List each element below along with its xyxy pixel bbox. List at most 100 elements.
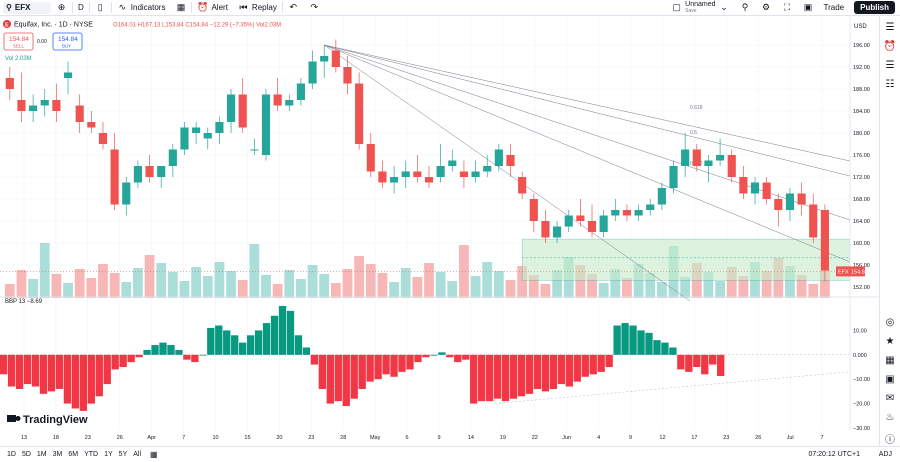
ideas-icon[interactable]: ★ [885,336,895,347]
price-tick-label: 180.00 [853,131,870,137]
volume-bar [459,245,469,298]
buy-label: BUY [62,44,71,49]
snapshot-button[interactable]: ▣ [798,0,819,16]
bbp-trend-line [494,371,851,404]
volume-bar [202,276,213,298]
range-button[interactable]: 1D [7,451,16,458]
volume-bar [470,276,481,298]
volume-bar [307,265,318,298]
symbol-legend[interactable]: E Equifax, Inc. · 1D · NYSE O164.01 H167… [3,20,281,29]
range-button[interactable]: 5Y [118,451,128,458]
bbp-bar [31,354,40,387]
bbp-bar [470,354,478,404]
redo-button[interactable]: ↷ [304,0,325,16]
compare-button[interactable]: ⊕ [51,0,72,16]
bbp-bar [358,354,366,389]
candle-body [203,133,212,139]
indicators-button[interactable]: ∿ Indicators [112,0,171,16]
candle-body [145,166,154,177]
alarm-clock-icon[interactable]: ⏰ [883,41,897,52]
publish-button[interactable]: Publish [854,1,895,14]
trade-button[interactable]: Trade [819,0,850,16]
range-button[interactable]: All [133,451,142,458]
sell-button[interactable]: 154.84 SELL [3,32,34,51]
symbol-logo-letter: E [5,23,9,29]
calendar-range-icon[interactable]: ▦ [150,450,158,459]
bbp-bar [717,354,725,377]
news-icon[interactable]: ▣ [885,374,895,385]
bbp-bar [390,354,398,377]
bbp-bar [254,330,263,355]
chart-data-icon[interactable]: ☷ [885,79,895,90]
candle-body [553,226,562,238]
candle-body [355,83,364,144]
camera-icon: ▣ [803,2,813,12]
help-icon[interactable]: ⓘ [885,435,895,446]
chat-icon[interactable]: ✉ [885,393,895,404]
volume-bar [237,280,248,298]
range-button[interactable]: 1Y [104,451,113,458]
logo-text: TradingView [23,414,88,426]
bbp-bar [669,347,677,355]
candle-body [366,144,375,172]
candle-body [52,100,61,111]
tradingview-logo: TradingView [7,414,88,426]
candle-body [518,177,527,194]
layout-name: Unnamed Save [685,1,715,15]
range-button[interactable]: 1M [36,451,47,458]
alert-button[interactable]: ⏰ Alert [192,0,232,16]
quick-search-button[interactable]: ⚲ [735,0,756,16]
bbp-bar [430,354,438,356]
bbp-bar [454,354,462,363]
price-tick-label: 168.00 [853,197,870,203]
candle-body [87,122,96,128]
layers-icon[interactable]: ☰ [885,60,895,71]
candle-body [343,67,352,84]
price-tick-label: 164.00 [853,219,870,225]
indicators-icon: ∿ [118,2,127,12]
watchlist-icon[interactable]: ☰ [885,22,895,33]
volume-bar [424,263,434,298]
range-button[interactable]: YTD [84,451,99,458]
bbp-bar [677,354,685,370]
candles-icon: ▯ [97,2,103,12]
bbp-bar [159,342,167,355]
candle-body [285,100,294,106]
undo-button[interactable]: ↶ [283,0,304,16]
symbol-search[interactable]: ⚲ EFX [3,1,51,14]
candle-body [226,94,236,122]
calendar-icon[interactable]: ▦ [885,355,895,366]
fullscreen-button[interactable]: ⛶ [777,0,798,16]
bbp-bar [645,332,653,355]
bell-icon[interactable]: ♨ [885,412,895,423]
adj-toggle[interactable]: ADJ [878,451,892,458]
volume-bar [528,275,539,298]
volume-bar [389,282,399,298]
bbp-bar [581,354,589,377]
bbp-bar [223,330,231,355]
chevron-down-icon: ⌄ [720,2,728,12]
volume-bar [109,273,120,298]
interval-button[interactable]: D [73,0,89,16]
date-tick-label: 18 [53,435,59,441]
replay-button[interactable]: ⏮ Replay [233,0,282,16]
candle-body [448,160,457,166]
range-button[interactable]: 3M [52,451,63,458]
price-tick-label: 184.00 [853,109,870,115]
bbp-bar [501,354,510,402]
price-tick-label: 152.00 [853,285,870,291]
templates-button[interactable]: ▦ [170,0,191,16]
range-button[interactable]: 6M [68,451,79,458]
bar-style-button[interactable]: ▯ [90,0,111,16]
buy-button[interactable]: 154.84 BUY [52,32,83,51]
layout-button[interactable]: ▢ Unnamed Save ⌄ [666,0,734,16]
bbp-bar [493,354,502,399]
candle-body [180,127,189,150]
range-button[interactable]: 5D [21,451,31,458]
target-icon[interactable]: ◎ [885,317,895,328]
bbp-bar [446,354,454,358]
symbol-logo-icon [3,20,11,28]
settings-button[interactable]: ⚙ [756,0,777,16]
clock[interactable]: 07:20:12 UTC+1 [808,451,860,458]
